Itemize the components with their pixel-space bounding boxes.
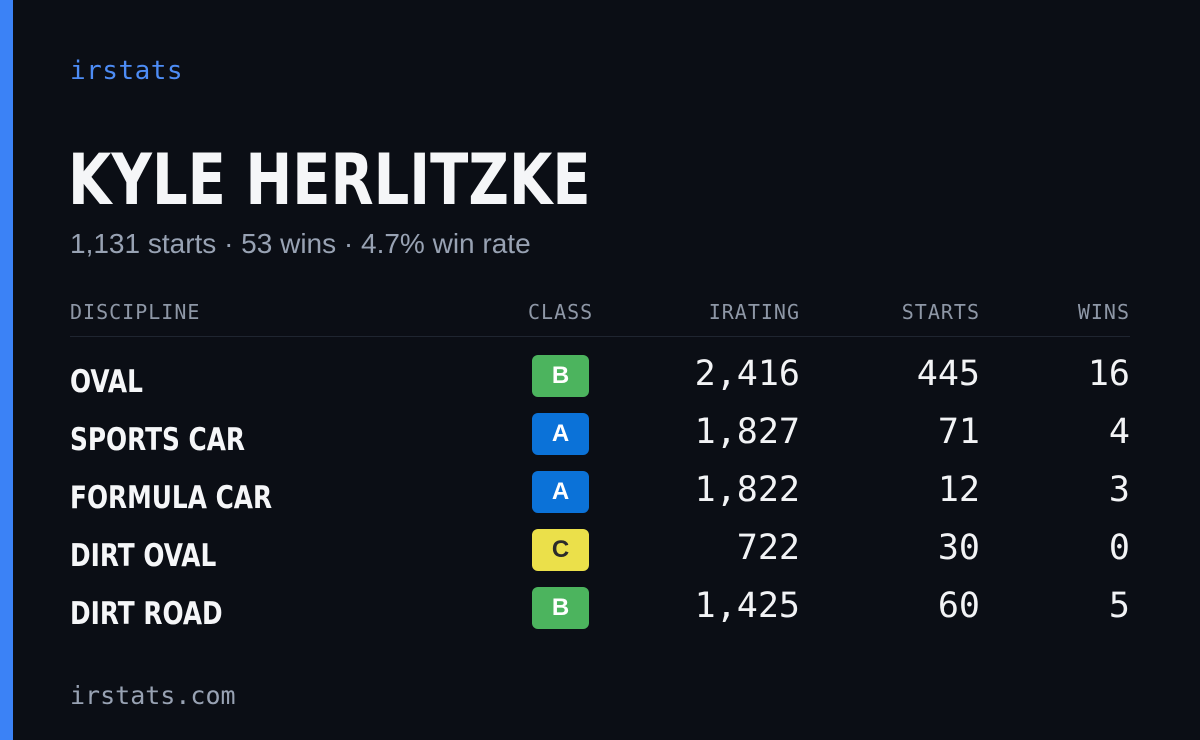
header-irating: IRATING [708,300,800,324]
starts-value: 71 [937,412,980,452]
starts-value: 30 [937,528,980,568]
wins-value: 5 [1108,586,1130,626]
accent-bar [0,0,13,740]
header-discipline: DISCIPLINE [70,300,201,324]
brand-logo: irstats [70,56,184,86]
starts-value: 12 [937,470,980,510]
wins-value: 16 [1087,354,1130,394]
discipline-name: FORMULA CAR [70,480,273,516]
irating-value: 2,416 [694,354,800,394]
driver-name: KYLE HERLITZKE [68,139,591,221]
table-header: DISCIPLINE CLASS IRATING STARTS WINS [70,296,1130,337]
wins-value: 3 [1108,470,1130,510]
class-badge: A [532,471,589,513]
discipline-name: OVAL [70,364,143,400]
table-body: OVAL B 2,416 445 16 SPORTS CAR A 1,827 7… [70,352,1130,642]
footer-url: irstats.com [70,681,236,710]
table-row: DIRT ROAD B 1,425 60 5 [70,584,1130,642]
table-row: SPORTS CAR A 1,827 71 4 [70,410,1130,468]
irating-value: 1,822 [694,470,800,510]
irating-value: 1,425 [694,586,800,626]
table-row: OVAL B 2,416 445 16 [70,352,1130,410]
header-class: CLASS [528,300,594,324]
driver-summary: 1,131 starts · 53 wins · 4.7% win rate [70,228,531,259]
discipline-name: DIRT ROAD [70,596,223,632]
class-badge: A [532,413,589,455]
starts-value: 60 [937,586,980,626]
class-badge: C [532,529,589,571]
irating-value: 1,827 [694,412,800,452]
class-badge: B [532,587,589,629]
discipline-name: SPORTS CAR [70,422,246,458]
discipline-name: DIRT OVAL [70,538,217,574]
table-row: FORMULA CAR A 1,822 12 3 [70,468,1130,526]
stats-table: DISCIPLINE CLASS IRATING STARTS WINS OVA… [70,296,1130,642]
starts-value: 445 [916,354,980,394]
header-wins: WINS [1077,300,1130,324]
header-starts: STARTS [901,300,980,324]
irating-value: 722 [736,528,800,568]
wins-value: 0 [1108,528,1130,568]
wins-value: 4 [1108,412,1130,452]
class-badge: B [532,355,589,397]
table-row: DIRT OVAL C 722 30 0 [70,526,1130,584]
